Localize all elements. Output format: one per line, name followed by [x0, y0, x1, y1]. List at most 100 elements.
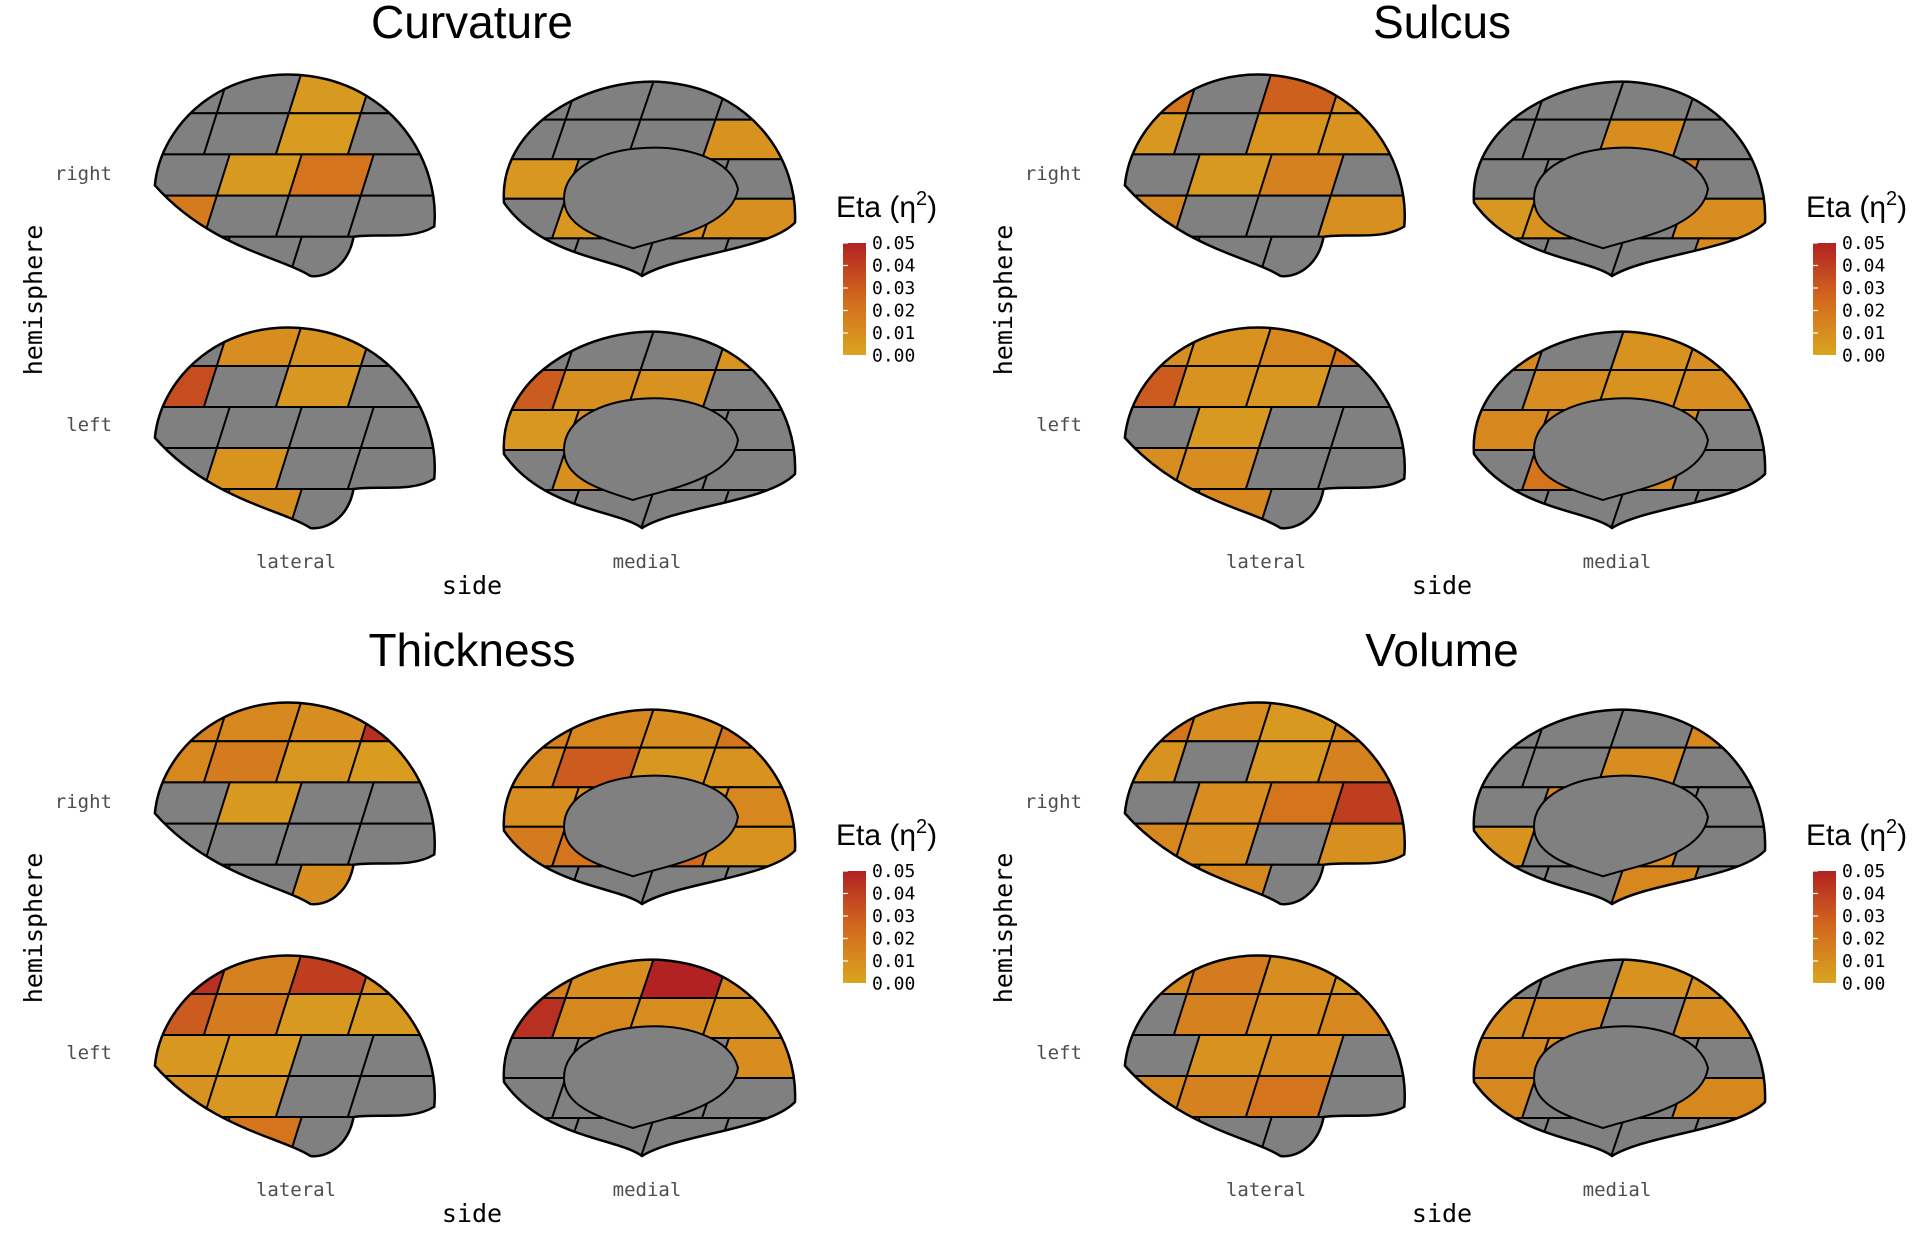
y-tick-label: right — [55, 163, 112, 185]
region-cell — [346, 194, 435, 238]
legend-tick-label: 0.04 — [872, 256, 915, 277]
brain-outline — [502, 330, 797, 530]
legend-title: Eta (η2) — [1806, 188, 1907, 224]
y-tick-label: right — [1025, 163, 1082, 185]
panel-thickness: Thickness hemisphere side right left lateral m… — [19, 624, 937, 1228]
legend-tick-label: 0.05 — [1842, 233, 1885, 254]
brain-outline — [502, 958, 797, 1158]
legend-tick-label: 0.00 — [872, 974, 915, 995]
x-axis-title: side — [1412, 1199, 1472, 1228]
y-tick-label: left — [66, 414, 112, 436]
legend-tick-label: 0.04 — [1842, 256, 1885, 277]
region-cell — [1329, 406, 1405, 449]
y-tick-label: left — [1036, 1042, 1082, 1064]
brain-outline — [153, 73, 436, 278]
y-axis-title: hemisphere — [989, 225, 1018, 376]
legend-tick-label: 0.03 — [1842, 906, 1885, 927]
brain-outline — [502, 80, 797, 278]
legend-tick-label: 0.03 — [872, 906, 915, 927]
region-cell — [346, 822, 435, 866]
medial-wall — [562, 397, 740, 502]
legend-tick-label: 0.04 — [1842, 884, 1885, 905]
legend-tick-label: 0.04 — [872, 884, 915, 905]
legend-tick-label: 0.01 — [1842, 951, 1885, 972]
x-tick-label: lateral — [1226, 1179, 1306, 1201]
y-tick-label: right — [55, 791, 112, 813]
medial-wall — [1532, 397, 1710, 502]
x-tick-label: lateral — [1226, 551, 1306, 573]
region-cell — [1329, 1034, 1405, 1077]
y-tick-label: left — [66, 1042, 112, 1064]
x-axis-title: side — [442, 1199, 502, 1228]
legend-colorbar — [843, 871, 866, 983]
legend-tick-label: 0.00 — [872, 346, 915, 367]
brain-outline — [1472, 958, 1767, 1158]
legend-tick-label: 0.00 — [1842, 974, 1885, 995]
legend-tick-label: 0.02 — [872, 301, 915, 322]
medial-wall — [562, 774, 740, 878]
region-cell — [1329, 781, 1405, 825]
brain-outline — [502, 708, 797, 906]
brain-outline — [1472, 80, 1767, 278]
legend-title: Eta (η2) — [836, 188, 937, 224]
region-cell — [1329, 153, 1405, 197]
brain-outline — [1472, 708, 1767, 906]
medial-wall — [1532, 774, 1710, 878]
panel-sulcus: Sulcus hemisphere side right left lateral medi… — [989, 0, 1907, 600]
brain-outline — [153, 701, 436, 906]
panel-title: Curvature — [371, 0, 573, 48]
legend-tick-label: 0.01 — [872, 323, 915, 344]
brain-right-medial — [502, 708, 797, 906]
brain-outline — [1123, 701, 1406, 906]
region-cell — [359, 1034, 435, 1077]
brain-outline — [1123, 73, 1406, 278]
region-cell — [359, 153, 435, 197]
panel-title: Thickness — [368, 624, 575, 676]
y-axis-title: hemisphere — [989, 853, 1018, 1004]
legend-tick-label: 0.05 — [872, 233, 915, 254]
legend-title: Eta (η2) — [836, 816, 937, 852]
medial-wall — [562, 146, 740, 250]
legend-tick-label: 0.01 — [1842, 323, 1885, 344]
x-tick-label: medial — [613, 1179, 682, 1201]
x-tick-label: lateral — [256, 551, 336, 573]
x-tick-label: medial — [1583, 551, 1652, 573]
panel-title: Volume — [1365, 624, 1518, 676]
y-axis-title: hemisphere — [19, 225, 48, 376]
region-cell — [1316, 447, 1405, 490]
medial-wall — [562, 1025, 740, 1130]
y-axis-title: hemisphere — [19, 853, 48, 1004]
legend-tick-label: 0.01 — [872, 951, 915, 972]
region-cell — [346, 1075, 435, 1118]
legend-colorbar — [843, 243, 866, 355]
region-cell — [1316, 194, 1405, 238]
panel-curvature: Curvature hemisphere side right left lateral m… — [19, 0, 937, 600]
medial-wall — [1532, 1025, 1710, 1130]
y-tick-label: left — [1036, 414, 1082, 436]
brain-outline — [153, 954, 436, 1158]
legend-tick-label: 0.05 — [1842, 861, 1885, 882]
x-tick-label: medial — [613, 551, 682, 573]
region-cell — [359, 781, 435, 825]
x-tick-label: medial — [1583, 1179, 1652, 1201]
legend-colorbar — [1813, 243, 1836, 355]
panel-title: Sulcus — [1373, 0, 1511, 48]
panel-volume: Volume hemisphere side right left lateral medi… — [989, 624, 1907, 1228]
brain-outline — [1123, 326, 1406, 530]
brain-outline — [1472, 330, 1767, 530]
region-cell — [1316, 1075, 1405, 1118]
legend-colorbar — [1813, 871, 1836, 983]
legend-tick-label: 0.02 — [872, 929, 915, 950]
legend-tick-label: 0.03 — [872, 278, 915, 299]
legend-tick-label: 0.03 — [1842, 278, 1885, 299]
x-tick-label: lateral — [256, 1179, 336, 1201]
legend-tick-label: 0.00 — [1842, 346, 1885, 367]
legend-title: Eta (η2) — [1806, 816, 1907, 852]
y-tick-label: right — [1025, 791, 1082, 813]
brain-outline — [1123, 954, 1406, 1158]
medial-wall — [1532, 146, 1710, 250]
legend-tick-label: 0.02 — [1842, 301, 1885, 322]
region-cell — [1316, 822, 1405, 866]
